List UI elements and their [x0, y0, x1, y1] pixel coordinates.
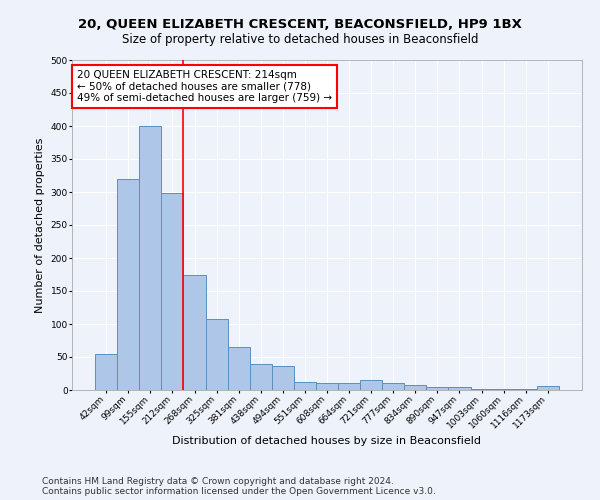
Bar — [95, 354, 117, 390]
Bar — [184, 274, 206, 390]
Bar — [338, 382, 360, 390]
Y-axis label: Number of detached properties: Number of detached properties — [35, 138, 45, 312]
Bar — [294, 382, 316, 390]
Bar — [316, 382, 338, 390]
Text: 20, QUEEN ELIZABETH CRESCENT, BEACONSFIELD, HP9 1BX: 20, QUEEN ELIZABETH CRESCENT, BEACONSFIE… — [78, 18, 522, 30]
Text: Size of property relative to detached houses in Beaconsfield: Size of property relative to detached ho… — [122, 32, 478, 46]
Text: Contains public sector information licensed under the Open Government Licence v3: Contains public sector information licen… — [42, 487, 436, 496]
Bar — [360, 380, 382, 390]
Bar — [250, 364, 272, 390]
X-axis label: Distribution of detached houses by size in Beaconsfield: Distribution of detached houses by size … — [173, 436, 482, 446]
Bar — [227, 347, 250, 390]
Bar — [161, 194, 184, 390]
Bar — [117, 179, 139, 390]
Bar — [382, 384, 404, 390]
Bar — [470, 388, 493, 390]
Text: 20 QUEEN ELIZABETH CRESCENT: 214sqm
← 50% of detached houses are smaller (778)
4: 20 QUEEN ELIZABETH CRESCENT: 214sqm ← 50… — [77, 70, 332, 103]
Bar — [537, 386, 559, 390]
Bar — [448, 388, 470, 390]
Bar — [272, 366, 294, 390]
Bar — [139, 126, 161, 390]
Bar — [206, 318, 227, 390]
Bar — [427, 386, 448, 390]
Bar — [404, 384, 427, 390]
Text: Contains HM Land Registry data © Crown copyright and database right 2024.: Contains HM Land Registry data © Crown c… — [42, 477, 394, 486]
